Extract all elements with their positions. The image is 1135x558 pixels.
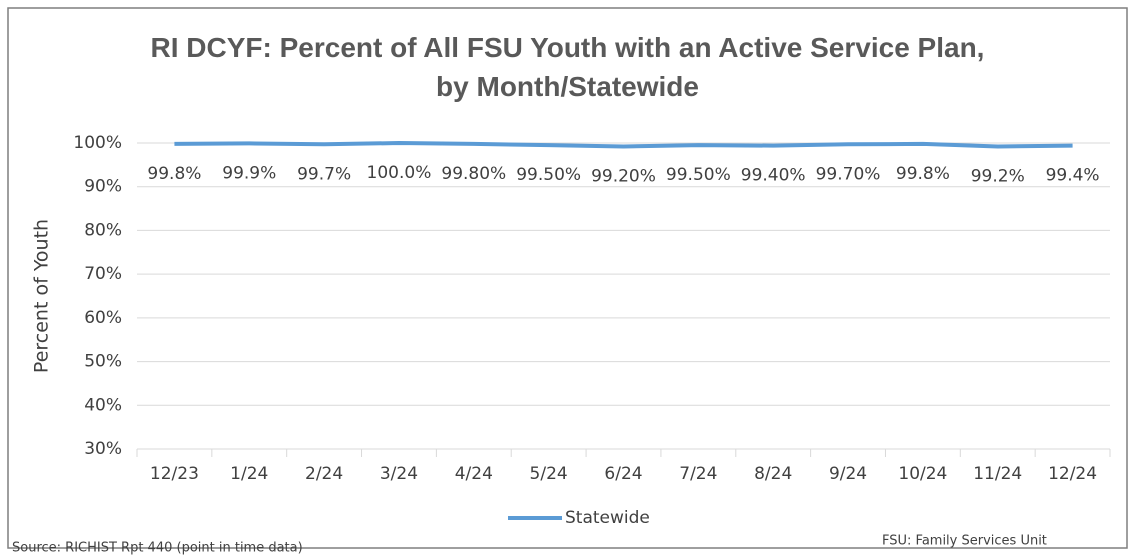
data-label: 99.2%	[971, 166, 1025, 186]
data-label: 99.8%	[147, 164, 201, 184]
data-label: 99.50%	[666, 165, 731, 185]
x-tick-label: 2/24	[305, 464, 343, 484]
y-tick-label: 40%	[84, 395, 122, 415]
chart-frame	[7, 7, 1128, 549]
chart-title: RI DCYF: Percent of All FSU Youth with a…	[150, 32, 985, 102]
x-tick-label: 4/24	[455, 464, 493, 484]
data-label: 99.7%	[297, 164, 351, 184]
x-tick-label: 1/24	[230, 464, 268, 484]
y-tick-label: 80%	[84, 220, 122, 240]
x-tick-label: 7/24	[679, 464, 717, 484]
x-tick-label: 8/24	[754, 464, 792, 484]
y-tick-label: 100%	[73, 133, 122, 153]
x-tick-label: 11/24	[973, 464, 1022, 484]
y-axis-label: Percent of Youth	[31, 219, 53, 373]
x-tick-label: 10/24	[898, 464, 947, 484]
y-tick-label: 30%	[84, 439, 122, 459]
x-tick-label: 9/24	[829, 464, 867, 484]
data-label: 99.80%	[441, 164, 506, 184]
fsu-note: FSU: Family Services Unit	[882, 534, 1047, 549]
data-label: 99.4%	[1046, 166, 1100, 186]
data-label: 99.40%	[741, 166, 806, 186]
data-label: 99.20%	[591, 166, 656, 186]
data-label: 99.8%	[896, 164, 950, 184]
x-tick-label: 3/24	[380, 464, 418, 484]
y-tick-label: 70%	[84, 264, 122, 284]
y-tick-label: 50%	[84, 352, 122, 372]
y-tick-label: 60%	[84, 308, 122, 328]
data-label: 99.70%	[816, 164, 881, 184]
legend-label: Statewide	[565, 508, 650, 528]
data-label: 99.9%	[222, 163, 276, 183]
data-label: 99.50%	[516, 165, 581, 185]
x-tick-label: 6/24	[604, 464, 642, 484]
y-tick-label: 90%	[84, 177, 122, 197]
source-note: Source: RICHIST Rpt 440 (point in time d…	[12, 541, 303, 556]
x-tick-label: 12/23	[150, 464, 199, 484]
x-tick-label: 12/24	[1048, 464, 1097, 484]
data-label: 100.0%	[367, 163, 432, 183]
x-tick-label: 5/24	[530, 464, 568, 484]
series-line	[174, 141, 1073, 149]
